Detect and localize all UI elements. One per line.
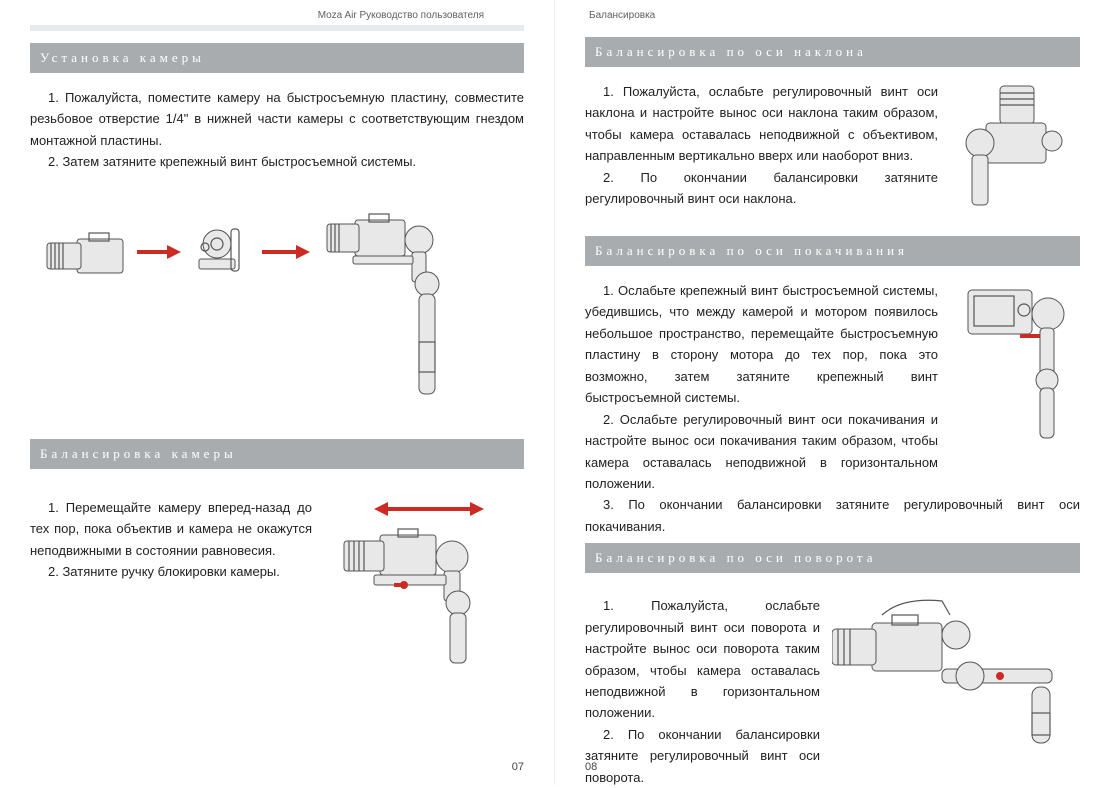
install-text: 1. Пожалуйста, поместите камеру на быстр… xyxy=(30,87,524,173)
roll-text-1: 1. Ослабьте крепежный винт быстросъемной… xyxy=(585,280,938,494)
section-header-roll: Балансировка по оси покачивания xyxy=(585,236,1080,266)
roll-p2: 2. Ослабьте регулировочный винт оси пока… xyxy=(585,409,938,495)
top-header-right: Балансировка xyxy=(585,10,1080,25)
tilt-text: 1. Пожалуйста, ослабьте регулировочный в… xyxy=(585,81,938,210)
roll-row: 1. Ослабьте крепежный винт быстросъемной… xyxy=(585,280,1080,494)
section-header-install: Установка камеры xyxy=(30,43,524,73)
install-p1: 1. Пожалуйста, поместите камеру на быстр… xyxy=(30,87,524,151)
section-header-pan: Балансировка по оси поворота xyxy=(585,543,1080,573)
tilt-p1: 1. Пожалуйста, ослабьте регулировочный в… xyxy=(585,81,938,167)
pan-text: 1. Пожалуйста, ослабьте регулировочный в… xyxy=(585,595,820,788)
page-num-right: 08 xyxy=(585,761,597,773)
top-header-left: Moza Air Руководство пользователя xyxy=(30,10,524,25)
install-illustration xyxy=(30,189,524,419)
section-header-tilt: Балансировка по оси наклона xyxy=(585,37,1080,67)
pan-p1: 1. Пожалуйста, ослабьте регулировочный в… xyxy=(585,595,820,724)
install-p2: 2. Затем затяните крепежный винт быстрос… xyxy=(30,151,524,172)
thin-bar-left xyxy=(30,25,524,31)
balance-p2: 2. Затяните ручку блокировки камеры. xyxy=(30,561,312,582)
page-right: Балансировка Балансировка по оси наклона… xyxy=(555,0,1110,785)
tilt-row: 1. Пожалуйста, ослабьте регулировочный в… xyxy=(585,81,1080,226)
install-svg xyxy=(37,194,517,414)
pan-p2: 2. По окончании балансировки затяните ре… xyxy=(585,724,820,788)
roll-text-2: 3. По окончании балансировки затяните ре… xyxy=(585,494,1080,537)
balance-illustration xyxy=(324,497,524,682)
tilt-illustration xyxy=(950,81,1080,226)
pan-illustration xyxy=(832,595,1072,760)
balance-p1: 1. Перемещайте камеру вперед-назад до те… xyxy=(30,497,312,561)
section-header-balance: Балансировка камеры xyxy=(30,439,524,469)
tilt-p2: 2. По окончании балансировки затяните ре… xyxy=(585,167,938,210)
roll-p1: 1. Ослабьте крепежный винт быстросъемной… xyxy=(585,280,938,409)
roll-p3: 3. По окончании балансировки затяните ре… xyxy=(585,494,1080,537)
roll-illustration xyxy=(950,280,1080,455)
page-num-left: 07 xyxy=(512,761,524,773)
pan-row: 1. Пожалуйста, ослабьте регулировочный в… xyxy=(585,595,1080,788)
page-left: Moza Air Руководство пользователя Устано… xyxy=(0,0,555,785)
balance-row: 1. Перемещайте камеру вперед-назад до те… xyxy=(30,497,524,682)
balance-text: 1. Перемещайте камеру вперед-назад до те… xyxy=(30,497,312,583)
